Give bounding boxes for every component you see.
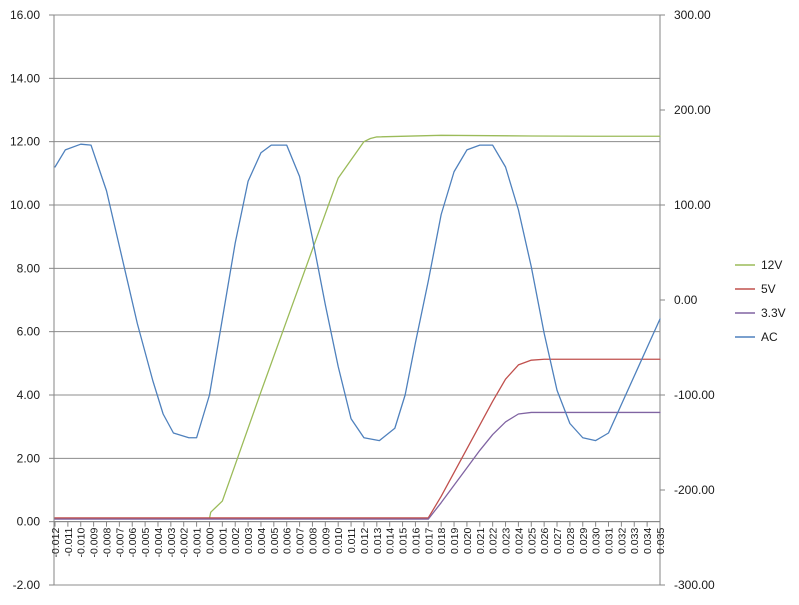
- y-left-tick-label: -2.00: [13, 578, 41, 592]
- x-tick-label: -0.012: [50, 528, 62, 558]
- x-tick-label: -0.008: [101, 528, 113, 558]
- x-tick-label: -0.009: [89, 528, 101, 558]
- x-tick-label: -0.003: [166, 528, 178, 558]
- gridlines: [54, 14, 660, 586]
- x-tick-label: 0.000: [204, 528, 216, 554]
- x-tick-label: -0.004: [153, 528, 165, 558]
- x-tick-label: 0.013: [372, 528, 384, 554]
- x-tick-label: -0.011: [63, 528, 75, 557]
- y-left-tick-label: 10.00: [10, 198, 40, 212]
- x-tick-label: 0.029: [578, 528, 590, 554]
- x-tick-label: 0.016: [410, 528, 422, 554]
- x-tick-label: 0.031: [604, 528, 616, 554]
- x-tick-label: 0.032: [616, 528, 628, 554]
- x-tick-label: -0.002: [179, 528, 191, 558]
- x-tick-label: 0.023: [501, 528, 513, 554]
- x-tick-label: 0.030: [591, 528, 603, 554]
- x-tick-label: 0.020: [462, 528, 474, 554]
- y-right-tick-label: 300.00: [674, 8, 711, 22]
- x-tick-label: 0.027: [552, 528, 564, 554]
- x-tick-label: 0.001: [217, 528, 229, 554]
- legend: 12V 5V 3.3V AC: [735, 258, 786, 344]
- x-tick-label: 0.018: [436, 528, 448, 554]
- series-line-3-3v: [54, 411, 661, 520]
- x-tick-label: -0.001: [192, 528, 204, 558]
- x-tick-label: 0.006: [282, 528, 294, 554]
- y-left-tick-label: 0.00: [17, 515, 41, 529]
- y-left-tick-label: 14.00: [10, 71, 40, 85]
- y-left-tick-label: 12.00: [10, 135, 40, 149]
- x-tick-label: -0.007: [114, 528, 126, 558]
- y-right-tick-label: 200.00: [674, 103, 711, 117]
- x-tick-label: 0.003: [243, 528, 255, 554]
- x-tick-label: -0.010: [76, 528, 88, 558]
- legend-label: AC: [761, 330, 778, 344]
- x-tick-label: 0.004: [256, 528, 268, 554]
- y-right-tick-label: -100.00: [674, 388, 715, 402]
- x-tick-label: 0.005: [269, 528, 281, 554]
- legend-label: 12V: [761, 258, 782, 272]
- y-left-tick-label: 2.00: [17, 451, 41, 465]
- axes: [49, 14, 665, 586]
- y-right-tick-label: 0.00: [674, 293, 698, 307]
- x-tick-label: 0.012: [359, 528, 371, 554]
- y-left-tick-label: 4.00: [17, 388, 41, 402]
- legend-label: 3.3V: [761, 306, 786, 320]
- legend-label: 5V: [761, 282, 776, 296]
- x-tick-label: 0.025: [526, 528, 538, 554]
- y-right-tick-label: -300.00: [674, 578, 715, 592]
- y-left-tick-label: 8.00: [17, 261, 41, 275]
- x-tick-label: 0.024: [513, 528, 525, 554]
- x-tick-label: 0.017: [423, 528, 435, 554]
- y-left-tick-label: 6.00: [17, 325, 41, 339]
- series-line-5v: [54, 358, 661, 519]
- x-tick-label: 0.028: [565, 528, 577, 554]
- x-tick-label: 0.021: [475, 528, 487, 554]
- x-tick-label: 0.035: [655, 528, 667, 554]
- x-tick-label: 0.015: [398, 528, 410, 554]
- series-lines: [54, 134, 661, 520]
- x-tick-label: 0.011: [346, 528, 358, 554]
- x-tick-label: 0.034: [642, 528, 654, 554]
- x-tick-label: 0.010: [333, 528, 345, 554]
- series-line-12v: [54, 134, 661, 520]
- x-tick-label: 0.033: [629, 528, 641, 554]
- tick-labels: -2.00 0.00 2.00 4.00 6.00 8.00 10.00 12.00 14.00…: [10, 8, 715, 592]
- x-tick-label: 0.014: [385, 528, 397, 554]
- x-tick-label: -0.006: [127, 528, 139, 558]
- x-tick-label: 0.022: [488, 528, 500, 554]
- x-tick-label: 0.009: [320, 528, 332, 554]
- x-tick-label: 0.019: [449, 528, 461, 554]
- x-tick-label: 0.008: [307, 528, 319, 554]
- x-tick-label: 0.007: [295, 528, 307, 554]
- x-tick-label: -0.005: [140, 528, 152, 558]
- y-left-tick-label: 16.00: [10, 8, 40, 22]
- y-right-tick-label: -200.00: [674, 483, 715, 497]
- series-line-ac: [54, 143, 661, 442]
- x-tick-label: 0.002: [230, 528, 242, 554]
- y-right-tick-label: 100.00: [674, 198, 711, 212]
- x-tick-label: 0.026: [539, 528, 551, 554]
